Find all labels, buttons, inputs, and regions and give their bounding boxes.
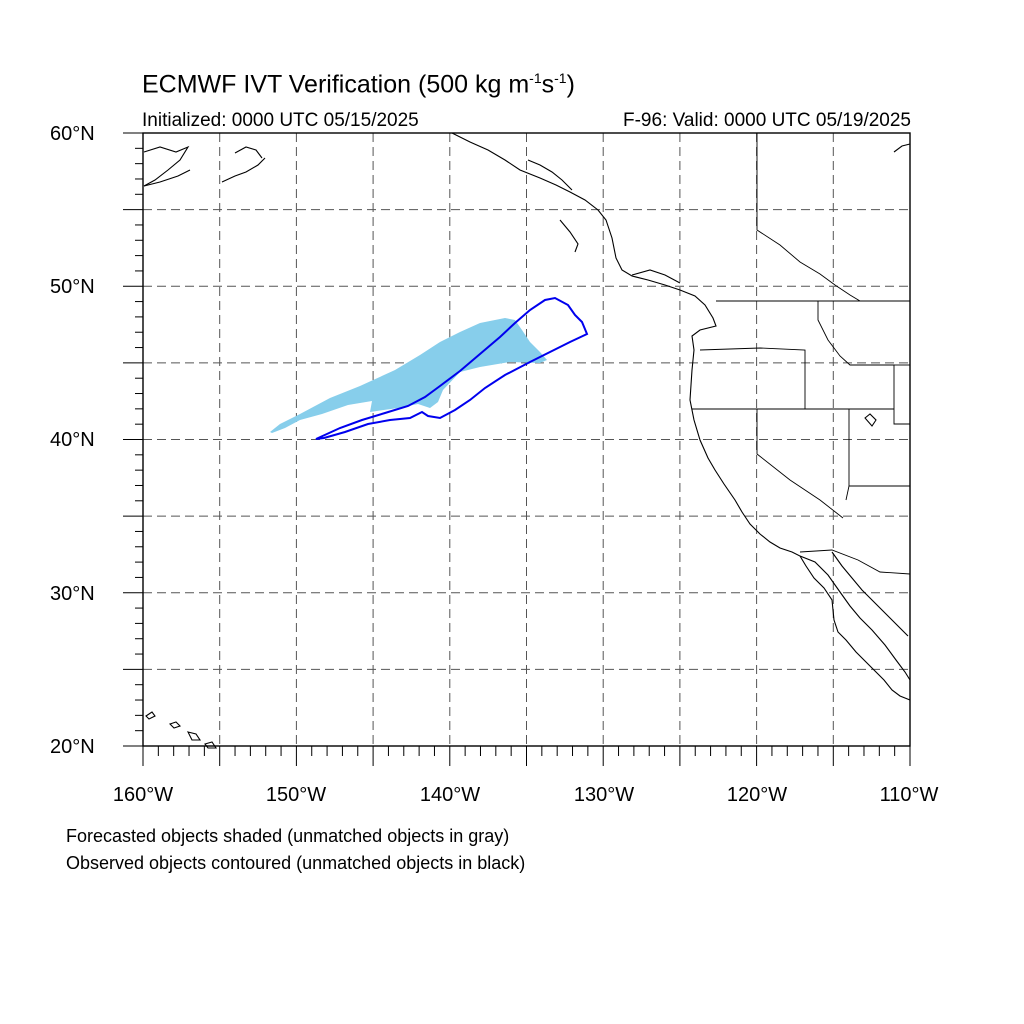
lon-label-160w: 160°W <box>112 784 174 806</box>
observed-object-contour <box>315 296 589 440</box>
lon-label-150w: 150°W <box>265 784 327 806</box>
legend-forecast-note: Forecasted objects shaded (unmatched obj… <box>66 826 510 846</box>
state-borders <box>692 133 911 575</box>
valid-time-label: F-96: Valid: 0000 UTC 05/19/2025 <box>623 110 911 131</box>
lat-label-20n: 20°N <box>50 736 95 758</box>
lon-label-140w: 140°W <box>419 784 481 806</box>
lat-label-30n: 30°N <box>50 583 95 605</box>
initialized-label: Initialized: 0000 UTC 05/15/2025 <box>142 110 419 131</box>
map-title: ECMWF IVT Verification (500 kg m-1s-1) <box>142 70 575 99</box>
lon-label-130w: 130°W <box>573 784 635 806</box>
lon-label-110w: 110°W <box>879 784 939 806</box>
gridlines <box>143 133 910 746</box>
lon-label-120w: 120°W <box>726 784 788 806</box>
forecast-object-shaded <box>270 318 547 433</box>
lat-label-40n: 40°N <box>50 429 95 451</box>
plot-frame <box>142 132 911 747</box>
axis-ticks <box>123 132 911 766</box>
lat-label-50n: 50°N <box>50 276 95 298</box>
legend-observed-note: Observed objects contoured (unmatched ob… <box>66 853 526 873</box>
lat-label-60n: 60°N <box>50 123 95 145</box>
